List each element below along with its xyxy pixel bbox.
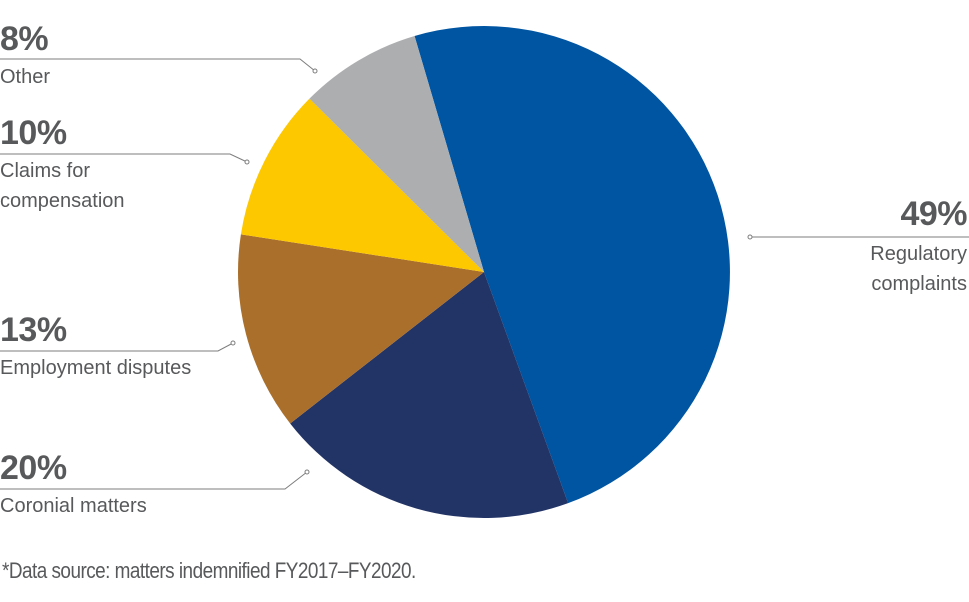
- label-coronial-percent: 20%: [0, 449, 67, 487]
- pie-slice-employment: [238, 234, 484, 424]
- label-other-name: Other: [0, 66, 51, 88]
- label-regulatory-name-line2: complaints: [871, 273, 967, 295]
- leader-line-other: [0, 58, 316, 72]
- leader-dot-coronial: [304, 469, 310, 475]
- label-employment-percent: 13%: [0, 311, 67, 349]
- pie-slice-regulatory: [414, 26, 730, 504]
- leader-line-employment: [0, 342, 234, 352]
- label-regulatory: 49% Regulatory complaints: [870, 197, 967, 299]
- leader-dot-regulatory: [747, 234, 753, 240]
- leader-dot-employment: [230, 340, 236, 346]
- leader-dot-other: [312, 68, 318, 74]
- label-employment-name: Employment disputes: [0, 357, 192, 379]
- label-other-percent: 8%: [0, 20, 49, 58]
- footnote: *Data source: matters indemnified FY2017…: [2, 558, 416, 583]
- label-claims-name-line2: compensation: [0, 190, 125, 212]
- leader-line-claims: [0, 153, 248, 163]
- leader-dot-claims: [244, 159, 250, 165]
- label-coronial: 20% Coronial matters: [0, 451, 147, 521]
- label-employment: 13% Employment disputes: [0, 313, 191, 383]
- label-claims-name-line1: Claims for: [0, 160, 91, 182]
- label-coronial-name: Coronial matters: [0, 495, 147, 517]
- label-other: 8% Other: [0, 22, 50, 92]
- pie-slice-coronial: [290, 272, 569, 518]
- label-claims-percent: 10%: [0, 114, 67, 152]
- label-regulatory-percent: 49%: [900, 195, 967, 233]
- pie-slice-claims: [240, 98, 484, 272]
- label-claims: 10% Claims for compensation: [0, 116, 125, 216]
- label-regulatory-name-line1: Regulatory: [870, 243, 967, 265]
- pie-slices: [238, 26, 730, 518]
- leader-line-coronial: [0, 471, 308, 490]
- leader-lines: [0, 58, 969, 490]
- pie-slice-other: [309, 36, 484, 273]
